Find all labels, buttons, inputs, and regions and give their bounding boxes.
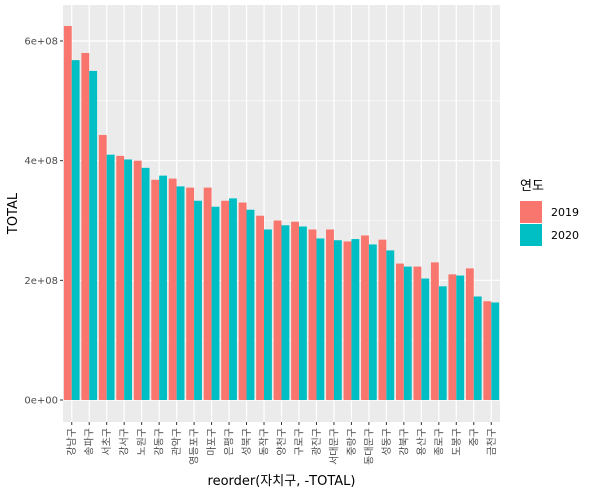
x-tick-label: 중랑구: [346, 428, 358, 456]
bars: [63, 26, 500, 401]
legend-key-2019: [520, 201, 542, 223]
bar-2020: [141, 167, 150, 400]
bar-2019: [361, 235, 369, 400]
bar-2020: [421, 278, 430, 400]
bar-2020: [264, 229, 272, 400]
bar-2020: [333, 240, 342, 400]
bar-2020: [71, 60, 80, 400]
bar-2019: [151, 179, 160, 400]
bar-2019: [98, 134, 107, 400]
x-tick-label: 동대문구: [363, 428, 375, 465]
bar-2019: [238, 202, 247, 400]
bar-2019: [168, 178, 177, 400]
bar-2020: [438, 286, 447, 400]
y-tick-label: 2e+08: [24, 276, 58, 287]
legend-key-2020: [520, 224, 542, 246]
bar-2020: [106, 154, 115, 400]
bar-2019: [273, 220, 282, 400]
x-tick-label: 구로구: [294, 428, 305, 456]
bar-2019: [116, 155, 125, 400]
bar-2020: [124, 159, 133, 400]
y-tick-label: 6e+08: [24, 37, 58, 48]
bar-2019: [395, 263, 404, 400]
x-tick-label: 강서구: [119, 428, 131, 456]
bar-2019: [378, 239, 387, 400]
bar-2020: [403, 266, 412, 400]
x-axis: 강남구 송파구 서초구 강서구 노원구 강동구 관악구 영등포구 마포구 은평구 성북구 동작구 양천구…: [66, 422, 498, 465]
bar-2019: [291, 221, 299, 400]
bar-2020: [351, 239, 360, 400]
bar-2020: [316, 238, 325, 400]
bar-2019: [483, 301, 492, 400]
x-tick-label: 중구: [468, 428, 480, 446]
bar-2020: [456, 275, 465, 400]
x-tick-label: 용산구: [416, 428, 428, 456]
legend-label-2020: 2020: [551, 229, 579, 242]
bar-2020: [159, 175, 168, 400]
bar-2019: [448, 274, 457, 400]
bar-2020: [473, 296, 482, 400]
bar-2020: [298, 226, 307, 400]
x-tick-label: 노원구: [136, 428, 148, 456]
bar-2019: [133, 160, 142, 400]
bar-2020: [246, 209, 255, 400]
x-tick-label: 강동구: [154, 428, 166, 456]
y-axis: 0e+00 2e+08 4e+08 6e+08: [24, 37, 63, 407]
y-tick-label: 0e+00: [24, 396, 58, 407]
bar-2019: [308, 229, 317, 400]
x-tick-label: 강남구: [66, 428, 78, 456]
x-tick-label: 서초구: [101, 428, 113, 456]
bar-2019: [430, 262, 439, 400]
x-tick-label: 서대문구: [328, 428, 340, 465]
bar-2019: [465, 268, 474, 400]
x-axis-title: reorder(자치구, -TOTAL): [208, 474, 356, 489]
y-axis-title: TOTAL: [6, 192, 21, 235]
x-tick-label: 송파구: [84, 428, 96, 456]
bar-2019: [81, 52, 90, 400]
bar-2019: [256, 215, 265, 400]
bar-2019: [326, 229, 334, 400]
bar-2020: [368, 244, 377, 400]
x-tick-label: 동작구: [259, 428, 271, 456]
x-tick-label: 종로구: [433, 428, 445, 456]
bar-2020: [211, 206, 220, 400]
bar-2020: [229, 198, 237, 400]
bar-2020: [281, 225, 290, 400]
bar-2020: [89, 70, 98, 401]
bar-2019: [221, 200, 230, 400]
bar-2019: [413, 266, 422, 400]
x-tick-label: 관악구: [171, 428, 183, 456]
x-tick-label: 양천구: [276, 428, 288, 456]
bar-2019: [63, 26, 72, 401]
bar-2019: [186, 187, 195, 400]
x-tick-label: 성북구: [241, 428, 253, 456]
bar-2019: [343, 241, 352, 400]
x-tick-label: 영등포구: [189, 428, 201, 465]
x-tick-label: 은평구: [224, 428, 236, 456]
x-tick-label: 금천구: [486, 428, 498, 456]
bar-2020: [491, 302, 500, 400]
bar-2020: [176, 186, 185, 400]
legend-title: 연도: [520, 179, 544, 194]
y-tick-label: 4e+08: [24, 156, 58, 167]
x-tick-label: 강북구: [398, 428, 410, 456]
x-tick-label: 마포구: [206, 428, 218, 456]
x-tick-label: 성동구: [381, 428, 393, 456]
legend: 연도 2019 2020: [520, 179, 579, 246]
x-tick-label: 광진구: [311, 428, 323, 456]
bar-2020: [386, 250, 395, 400]
legend-label-2019: 2019: [551, 206, 579, 219]
bar-2019: [203, 187, 212, 400]
x-tick-label: 도봉구: [451, 428, 463, 456]
bar-2020: [194, 200, 202, 400]
